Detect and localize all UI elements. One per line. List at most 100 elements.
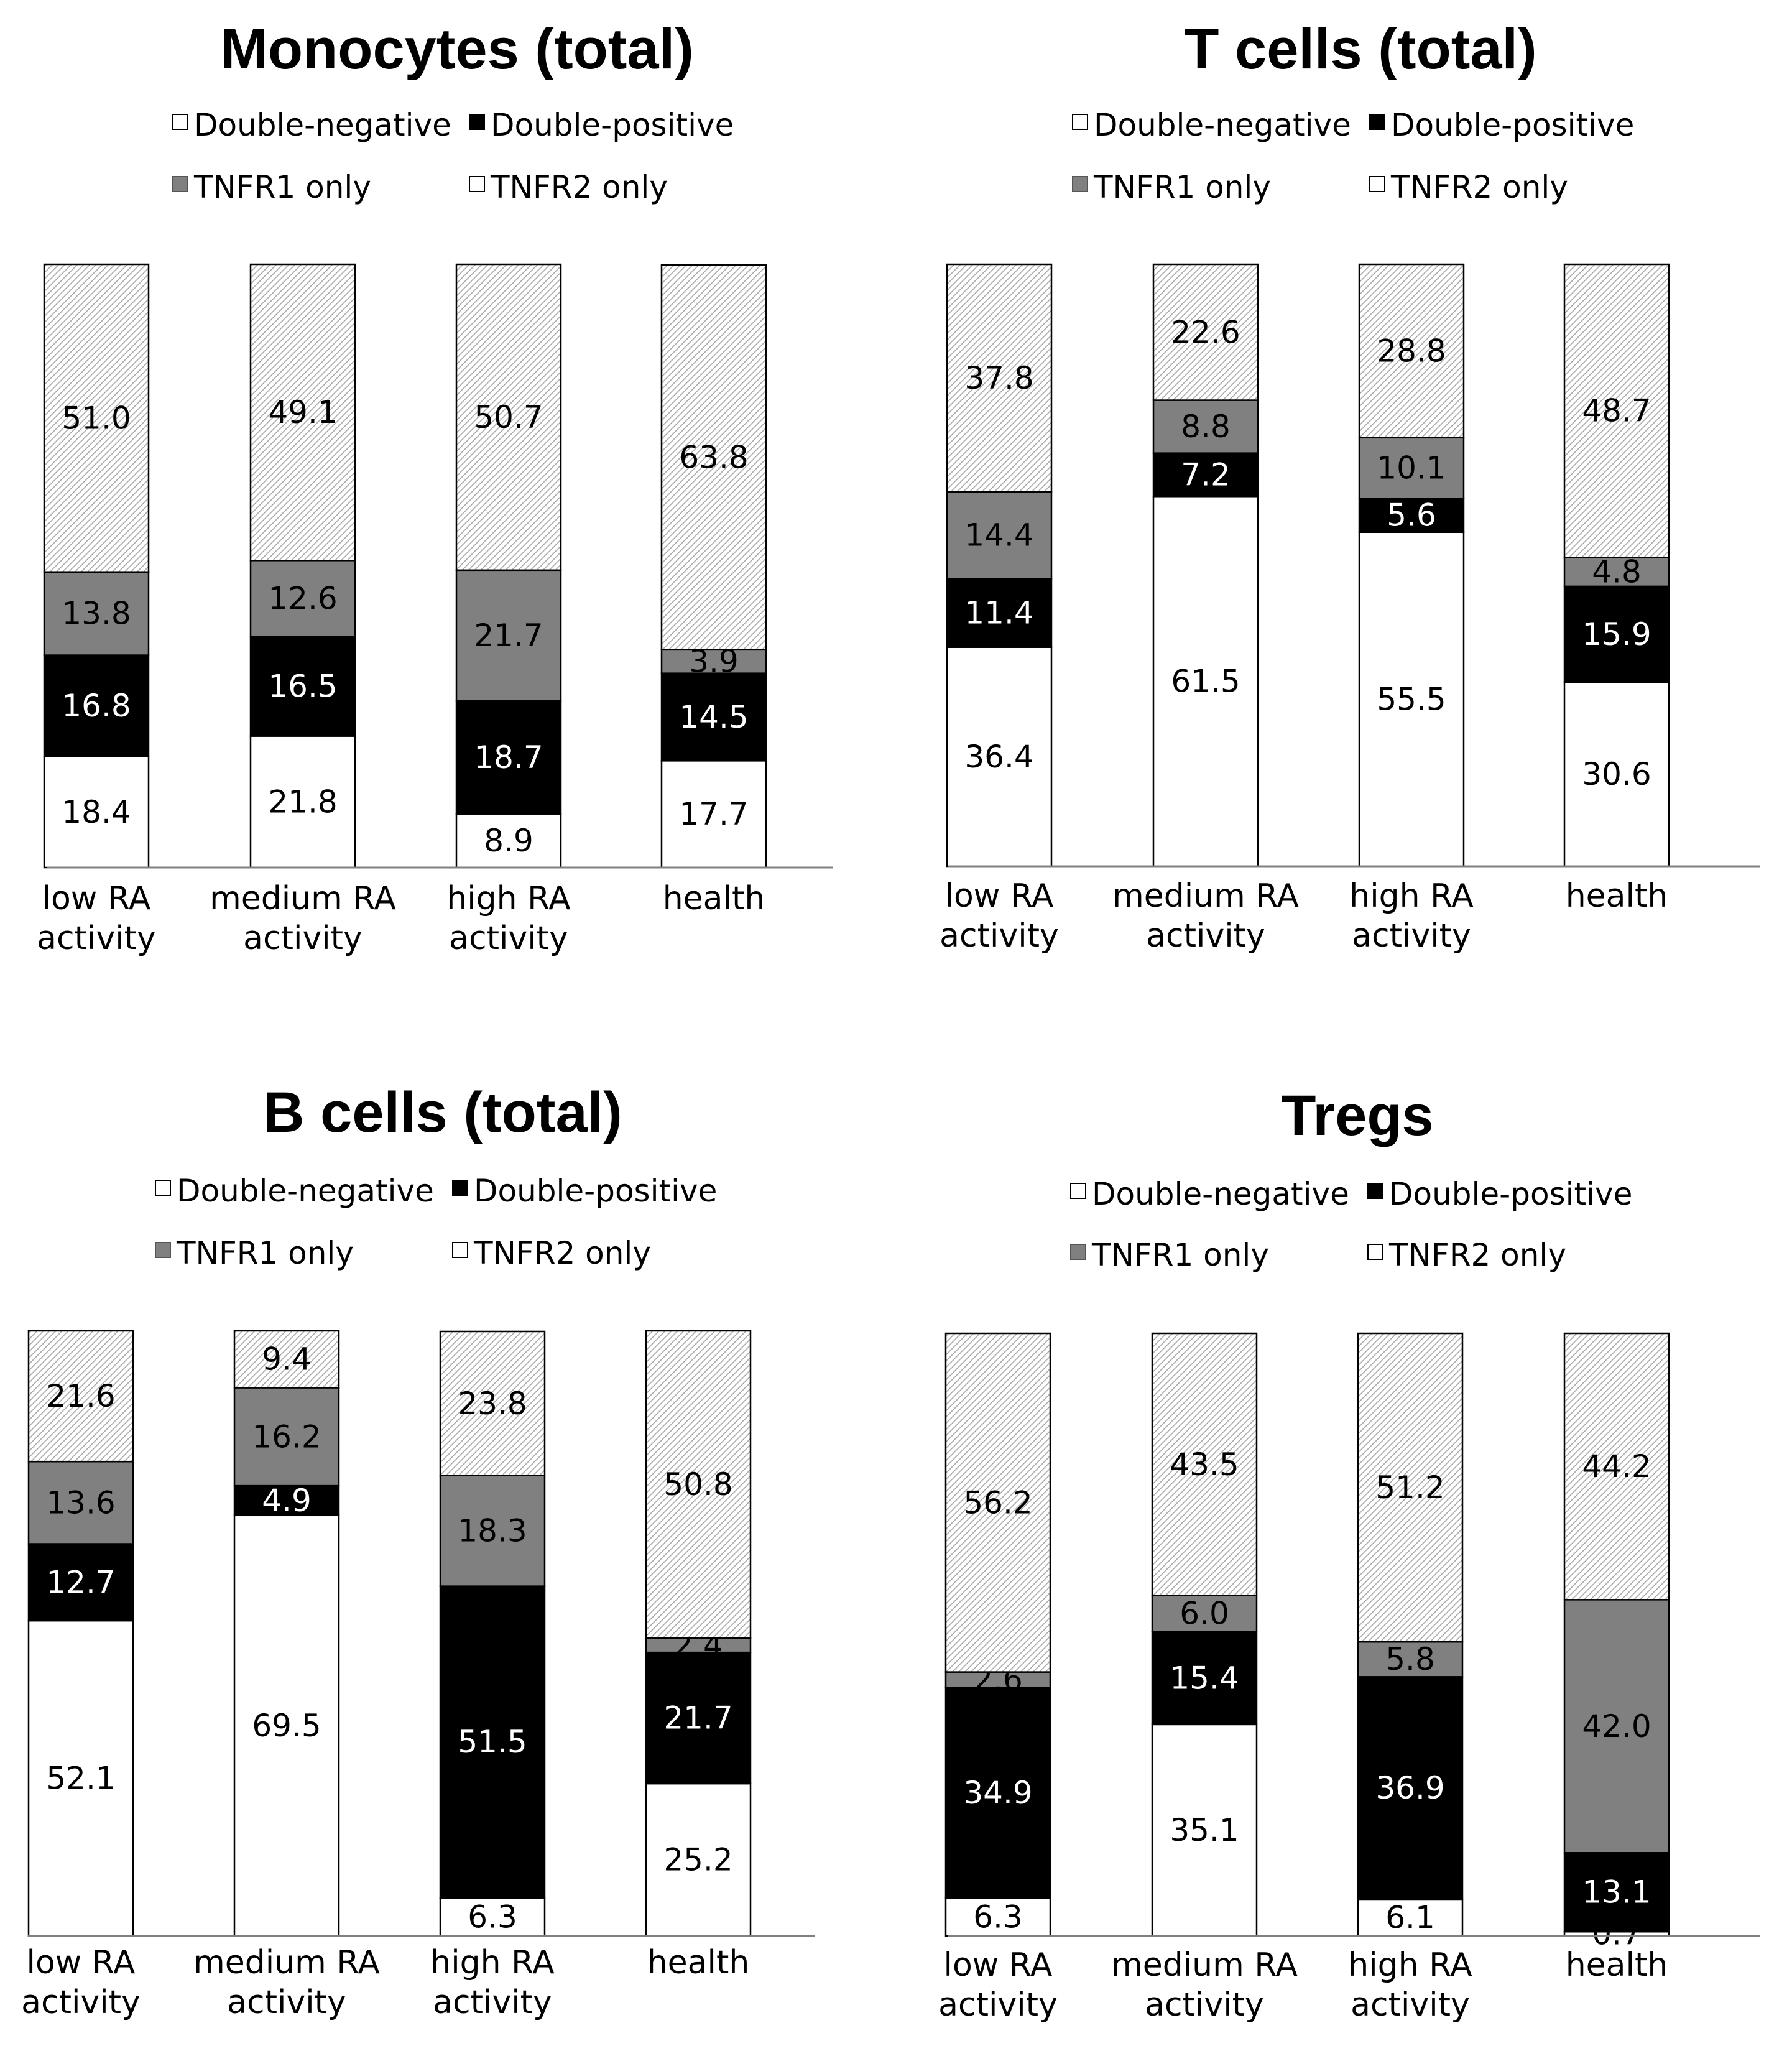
chart-t-cells-total: T cells (total) Double-negative Double-pos… [940, 17, 1760, 955]
data-label-double-positive: 7.2 [1181, 456, 1231, 493]
legend-label-double-positive: Double-positive [1389, 1176, 1632, 1212]
bar-low-ra-activity: 36.4 11.4 14.4 37.8 [946, 263, 1053, 868]
data-label-double-positive: 5.6 [1387, 498, 1436, 534]
x-tick-label: low RA activity [938, 1947, 1058, 2024]
data-label-tnfr2-only: 50.8 [663, 1466, 732, 1502]
x-tick-label: high RA activity [1349, 877, 1474, 955]
segment-tnfr2-only [1152, 263, 1259, 401]
data-label-double-negative: 8.9 [484, 823, 533, 859]
data-label-double-positive: 51.5 [458, 1724, 527, 1760]
legend-swatch-tnfr2-only [1369, 176, 1385, 192]
bar-health: 25.221.72.450.8 [645, 1330, 752, 1937]
x-tick-label: high RA activity [1348, 1947, 1472, 2024]
bar-medium-ra-activity: 61.5 7.2 8.8 22.6 [1152, 263, 1259, 868]
data-label-tnfr2-only: 21.6 [46, 1378, 115, 1414]
data-label-tnfr2-only: 56.2 [963, 1484, 1032, 1521]
data-label-tnfr2-only: 51.0 [62, 400, 131, 436]
data-label-tnfr2-only: 48.7 [1582, 393, 1651, 429]
data-label-double-negative: 6.1 [1385, 1899, 1435, 1935]
legend-swatch-tnfr2-only [452, 1242, 468, 1258]
x-tick-label: medium RA activity [193, 1944, 380, 2021]
segment-double-negative [43, 756, 150, 869]
segment-tnfr1-only [1357, 1641, 1464, 1678]
data-label-tnfr2-only: 51.2 [1375, 1470, 1444, 1506]
segment-double-positive [1152, 452, 1259, 498]
data-label-tnfr1-only: 14.4 [964, 517, 1033, 553]
segment-tnfr2-only [1358, 263, 1465, 439]
data-label-tnfr2-only: 49.1 [268, 394, 337, 430]
legend-swatch-double-positive [1369, 114, 1385, 130]
legend-label-double-positive: Double-positive [491, 107, 734, 143]
segment-tnfr1-only [249, 560, 356, 637]
bar-health: 0.713.142.044.2 [1563, 1332, 1670, 1952]
x-tick-label: medium RA activity [1111, 1947, 1298, 2024]
segment-double-positive [645, 1651, 752, 1785]
segment-tnfr2-only [946, 263, 1053, 493]
data-label-tnfr1-only: 6.0 [1180, 1596, 1229, 1632]
data-label-tnfr2-only: 43.5 [1170, 1447, 1239, 1483]
legend-swatch-double-negative [172, 114, 188, 130]
chart-title: Tregs [1281, 1084, 1433, 1147]
x-tick-label: health [647, 1944, 750, 1981]
bar-high-ra-activity: 8.9 18.7 21.7 50.7 [455, 263, 562, 869]
data-label-double-negative: 61.5 [1171, 664, 1240, 700]
data-label-double-positive: 15.9 [1582, 616, 1651, 652]
bar-health: 30.6 15.9 4.8 48.7 [1563, 263, 1670, 868]
segment-tnfr2-only [1563, 263, 1670, 558]
chart-title: Monocytes (total) [220, 17, 694, 81]
data-label-tnfr2-only: 9.4 [262, 1341, 312, 1377]
segment-tnfr1-only [27, 1460, 134, 1545]
x-tick-label: low RA activity [940, 877, 1059, 955]
legend-label-tnfr1-only: TNFR1 only [1091, 1237, 1269, 1273]
data-label-tnfr2-only: 50.7 [474, 399, 543, 435]
chart-b-cells-total: B cells (total) Double-negative Double-pos… [21, 1081, 815, 2021]
data-label-double-positive: 16.5 [268, 669, 337, 705]
data-label-double-negative: 6.3 [468, 1899, 517, 1935]
data-label-tnfr1-only: 4.8 [1592, 554, 1642, 590]
legend-swatch-double-negative [1070, 1183, 1086, 1199]
data-label-double-negative: 21.8 [268, 784, 337, 820]
legend-label-double-positive: Double-positive [1391, 107, 1634, 143]
data-label-tnfr2-only: 37.8 [964, 360, 1033, 396]
data-label-double-positive: 11.4 [964, 595, 1033, 631]
legend-label-tnfr1-only: TNFR1 only [193, 169, 371, 205]
segment-double-positive [249, 636, 356, 737]
data-label-tnfr1-only: 16.2 [252, 1419, 321, 1455]
segment-double-positive [1151, 1631, 1258, 1726]
x-tick-label: medium RA activity [210, 880, 396, 957]
x-tick-label: medium RA activity [1112, 877, 1299, 955]
bar-high-ra-activity: 6.1 36.9 5.8 51.2 [1357, 1332, 1464, 1937]
segment-double-positive [944, 1687, 1051, 1899]
segment-tnfr2-only [233, 1330, 340, 1389]
segment-double-positive [946, 578, 1053, 648]
bar-high-ra-activity: 6.3 51.5 18.3 23.8 [439, 1330, 546, 1937]
bar-medium-ra-activity: 69.5 4.9 16.2 9.4 [233, 1330, 340, 1937]
legend-label-double-negative: Double-negative [194, 107, 451, 143]
data-label-tnfr1-only: 18.3 [458, 1513, 527, 1549]
chart-title: T cells (total) [1184, 17, 1536, 81]
segment-double-negative [249, 735, 356, 869]
legend-label-tnfr2-only: TNFR2 only [1388, 1237, 1566, 1273]
segment-tnfr2-only [1357, 1332, 1464, 1643]
data-label-tnfr1-only: 13.6 [46, 1484, 115, 1521]
data-label-tnfr1-only: 21.7 [474, 618, 543, 654]
bar-medium-ra-activity: 21.8 16.5 12.6 49.1 [249, 263, 356, 869]
segment-double-positive [1357, 1676, 1464, 1901]
data-label-double-negative: 52.1 [46, 1761, 115, 1797]
data-label-double-positive: 14.5 [679, 699, 748, 735]
legend-swatch-tnfr1-only [155, 1242, 171, 1258]
legend-label-double-negative: Double-negative [177, 1173, 434, 1209]
segment-tnfr1-only [946, 491, 1053, 580]
legend-swatch-tnfr1-only [1072, 176, 1088, 192]
data-label-tnfr1-only: 10.1 [1377, 450, 1446, 486]
x-tick-label: health [663, 880, 765, 917]
x-tick-label: low RA activity [37, 880, 156, 957]
data-label-double-positive: 12.7 [46, 1564, 115, 1600]
legend-label-tnfr2-only: TNFR2 only [473, 1235, 651, 1271]
data-label-double-negative: 69.5 [252, 1708, 321, 1744]
bar-low-ra-activity: 6.334.92.656.2 [944, 1332, 1051, 1937]
bar-low-ra-activity: 18.4 16.8 13.8 51.0 [43, 263, 150, 869]
legend-swatch-double-negative [155, 1180, 171, 1196]
data-label-double-negative: 55.5 [1377, 681, 1446, 717]
